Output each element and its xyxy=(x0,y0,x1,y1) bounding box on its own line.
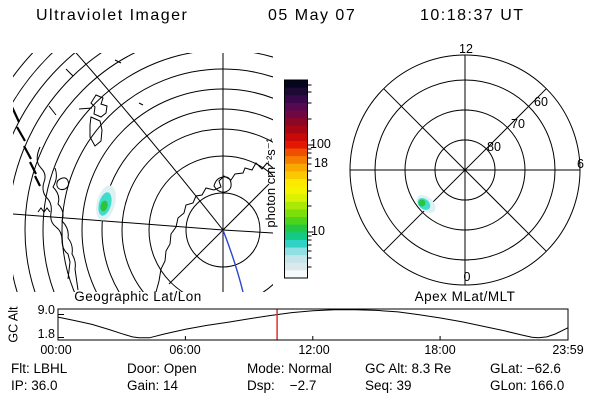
aurora-emission-geo xyxy=(96,185,116,221)
colorbar-band xyxy=(285,95,307,104)
coastline-left-outer xyxy=(36,146,71,280)
colorbar-band xyxy=(285,148,307,157)
mlt-spoke-diag2 xyxy=(383,88,547,252)
colorbar-band xyxy=(285,87,307,96)
coastline-squiggle xyxy=(37,207,51,213)
status-glon: GLon: 166.0 xyxy=(490,378,565,393)
colorbar-unit-label: photon cm⁻²s⁻¹ xyxy=(263,138,279,228)
colorbar-band xyxy=(285,201,307,211)
colorbar-band xyxy=(285,156,307,165)
colorbar-band xyxy=(285,270,307,279)
coastline-left-inner xyxy=(52,167,79,291)
colorbar-band xyxy=(285,118,307,127)
status-mode: Mode: Normal xyxy=(247,361,332,376)
colorbar-band xyxy=(285,224,307,233)
colorbar-band xyxy=(285,186,307,195)
colorbar-band xyxy=(285,262,307,271)
coastline-antarctica xyxy=(155,162,273,292)
colorbar-band xyxy=(285,80,307,89)
colorbar-band xyxy=(285,163,307,172)
alt-plot-frame xyxy=(57,308,569,341)
polar-axis-ticks xyxy=(461,109,469,261)
mlt-label-18: 18 xyxy=(314,156,328,170)
alt-xtick-1800: 18:00 xyxy=(424,343,456,357)
colorbar-tick-label-100: 100 xyxy=(310,137,331,151)
meridian-diagonal-upleft xyxy=(75,53,224,231)
apex-polar-panel xyxy=(349,54,581,286)
status-ip: IP: 36.0 xyxy=(11,378,58,393)
colorbar-bands xyxy=(285,80,307,279)
mlt-label-0: 0 xyxy=(463,270,471,284)
meridian-horizontal xyxy=(13,213,273,234)
mlat-label-60: 60 xyxy=(534,95,548,109)
gc-alt-panel xyxy=(57,308,569,341)
app-title: Ultraviolet Imager xyxy=(36,7,189,24)
geographic-map-panel xyxy=(13,53,273,292)
coastlines xyxy=(13,59,273,292)
geo-panel-title: Geographic Lat/Lon xyxy=(74,289,202,304)
colorbar-band xyxy=(285,247,307,256)
colorbar-band xyxy=(285,239,307,249)
status-flt: Flt: LBHL xyxy=(11,361,68,376)
colorbar-ticks xyxy=(307,84,314,268)
mlt-label-12: 12 xyxy=(459,42,473,56)
date-label: 05 May 07 xyxy=(268,7,357,24)
coastline-antarctica-bay xyxy=(213,176,232,193)
aurora-apex-core xyxy=(418,199,426,207)
gc-alt-curve xyxy=(57,309,568,339)
satellite-track-line xyxy=(222,229,244,292)
colorbar-band xyxy=(285,140,307,150)
coastline-nz-strait xyxy=(78,107,93,110)
status-glat: GLat: −62.6 xyxy=(490,361,561,376)
colorbar-band xyxy=(285,217,307,226)
mlt-label-6: 6 xyxy=(577,157,584,171)
meridian-diagonal-downleft xyxy=(168,229,224,285)
colorbar-band xyxy=(285,209,307,218)
colorbar-band xyxy=(285,102,307,112)
time-label: 10:18:37 UT xyxy=(420,7,525,24)
status-seq: Seq: 39 xyxy=(365,378,412,393)
colorbar-band xyxy=(285,133,307,142)
alt-xtick-2359: 23:59 xyxy=(552,343,584,357)
alt-ytick-9: 9.0 xyxy=(37,303,55,317)
colorbar-band xyxy=(285,179,307,188)
colorbar-band xyxy=(285,232,307,241)
coastline-nz-north xyxy=(90,94,108,118)
coastline-small-islands xyxy=(48,59,144,116)
coastline-limb-dashes xyxy=(13,106,41,187)
status-gc-alt: GC Alt: 8.3 Re xyxy=(365,361,452,376)
alt-xtick-0000: 00:00 xyxy=(40,343,72,357)
alt-ytick-1-8: 1.8 xyxy=(37,327,55,341)
coastline-island-loop xyxy=(56,177,70,191)
status-gain: Gain: 14 xyxy=(127,378,179,393)
colorbar-band xyxy=(285,194,307,203)
colorbar-band xyxy=(285,110,307,119)
alt-axis-ticks xyxy=(58,314,441,340)
mlt-spokes xyxy=(350,55,580,285)
colorbar xyxy=(284,79,314,279)
mlat-label-80: 80 xyxy=(487,140,501,154)
aurora-geo-core xyxy=(100,200,108,212)
alt-xtick-1200: 12:00 xyxy=(298,343,330,357)
apex-panel-title: Apex MLat/MLT xyxy=(414,289,516,304)
alt-xtick-0600: 06:00 xyxy=(169,343,201,357)
colorbar-tick-label-10: 10 xyxy=(311,224,325,238)
colorbar-frame xyxy=(284,79,308,279)
colorbar-band xyxy=(285,255,307,264)
aurora-emission-apex xyxy=(416,195,436,213)
meridian-diagonal-upright xyxy=(222,183,270,231)
mlat-label-70: 70 xyxy=(511,117,525,131)
colorbar-band xyxy=(285,171,307,180)
status-door: Door: Open xyxy=(127,361,197,376)
gc-alt-axis-label: GC Alt xyxy=(6,306,21,343)
coastline-nz-south xyxy=(89,116,103,147)
status-dsp: Dsp: −2.7 xyxy=(247,378,317,393)
colorbar-band xyxy=(285,125,307,134)
